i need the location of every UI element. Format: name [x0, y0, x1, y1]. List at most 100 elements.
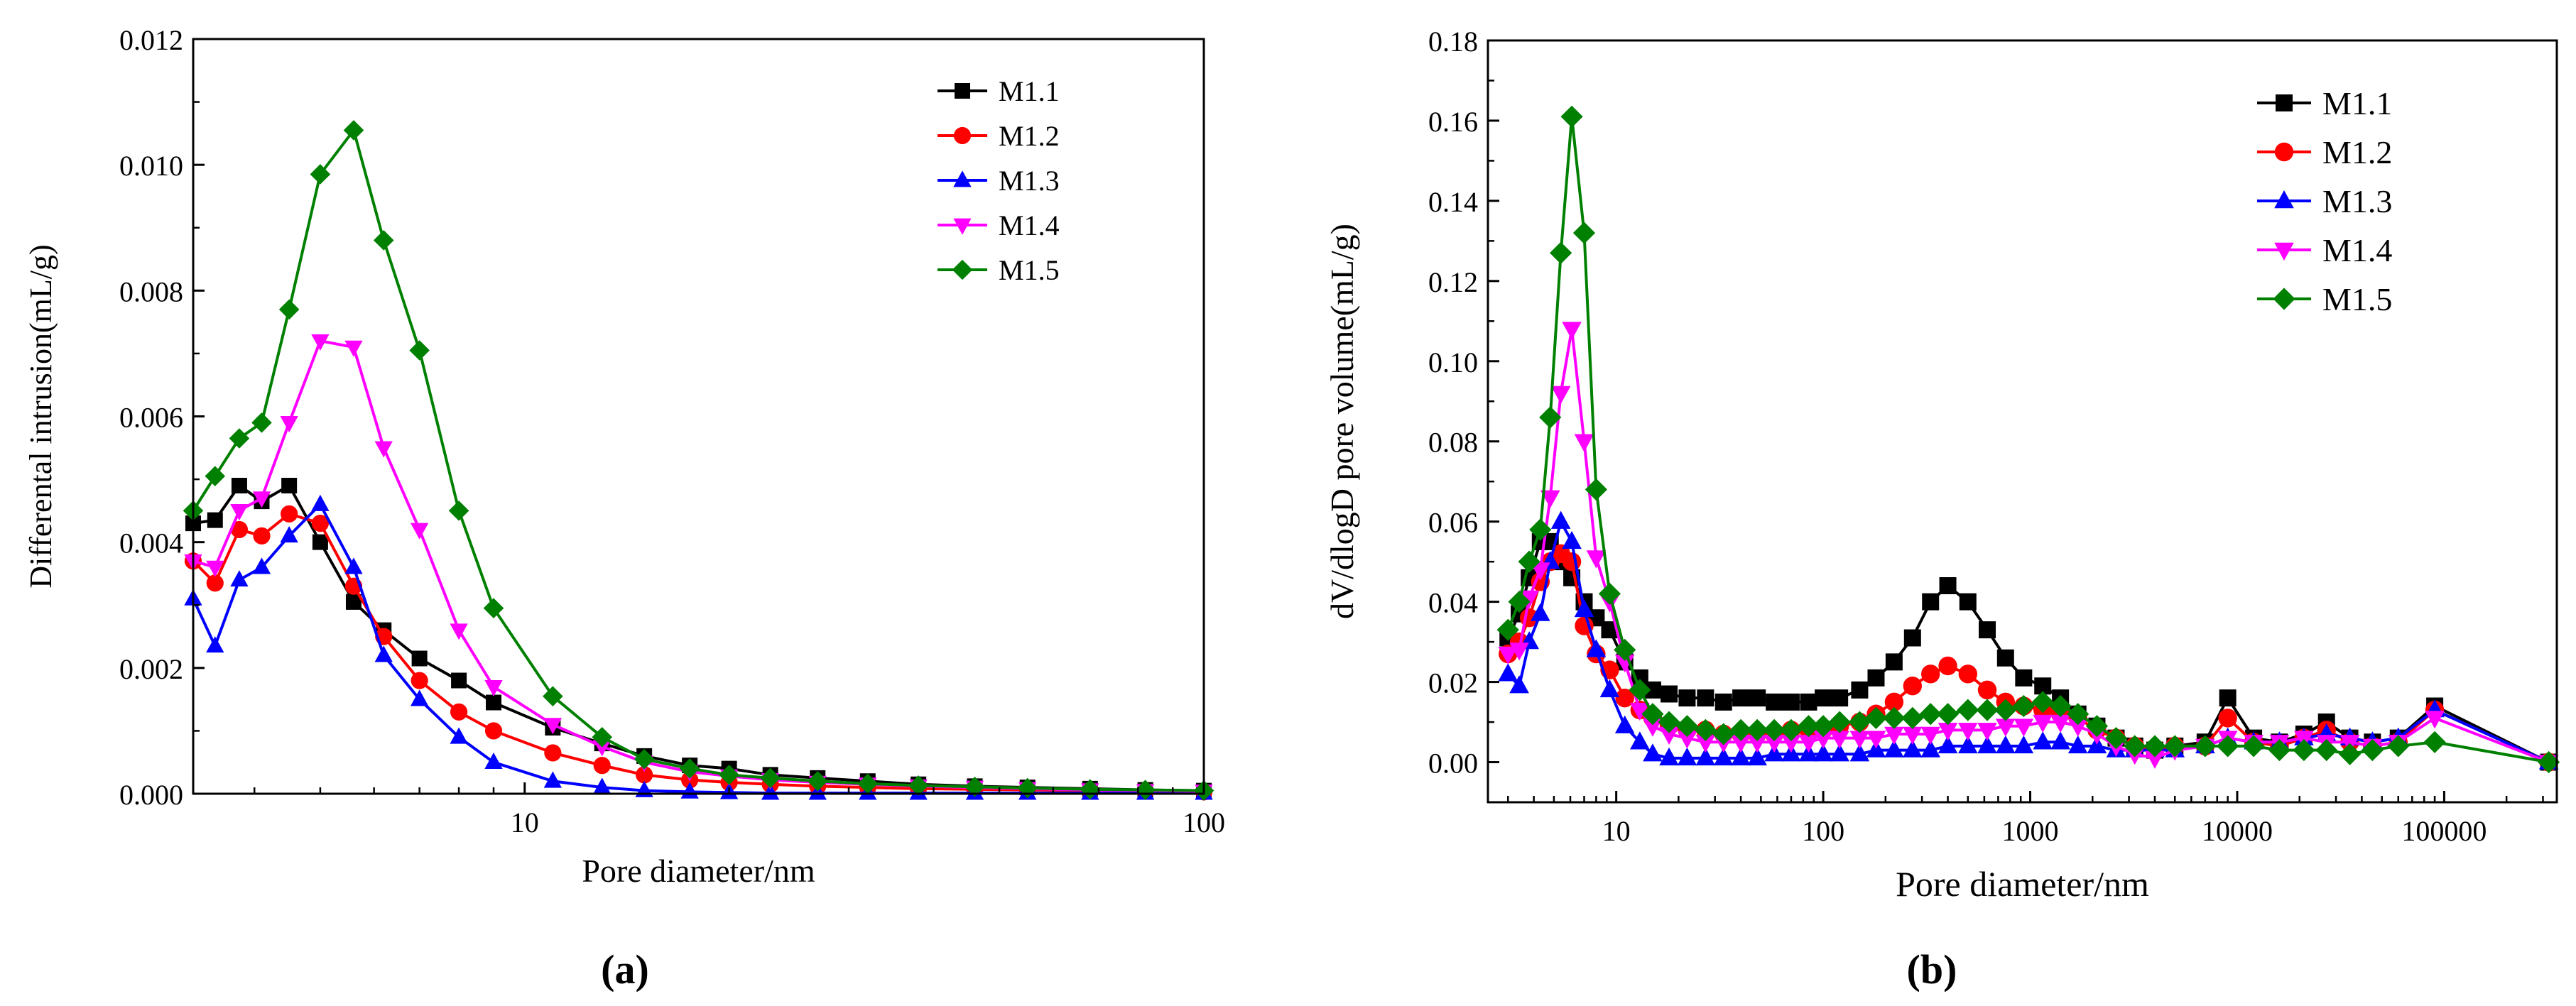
data-point	[1731, 735, 1751, 753]
data-point	[230, 570, 249, 587]
data-point	[1831, 689, 1849, 707]
data-point	[1675, 715, 1699, 738]
data-point	[1994, 699, 2017, 721]
x-tick-label: 10	[1602, 815, 1631, 847]
legend-marker	[2274, 190, 2294, 209]
data-point	[1920, 726, 1941, 745]
data-point	[2194, 735, 2217, 758]
data-point	[450, 623, 468, 640]
data-point	[2033, 731, 2053, 750]
data-point	[251, 412, 272, 433]
data-point	[593, 757, 611, 775]
series-M1.5	[183, 120, 1214, 801]
data-point	[761, 783, 780, 800]
legend-label: M1.4	[999, 209, 1060, 241]
y-tick-label: 0.010	[119, 150, 183, 182]
legend-label: M1.5	[2322, 281, 2392, 317]
data-point	[1936, 703, 1960, 726]
data-point	[1677, 731, 1697, 749]
data-point	[206, 574, 224, 592]
data-point	[2218, 709, 2237, 728]
data-point	[1598, 582, 1621, 605]
data-point	[1939, 577, 1957, 595]
data-point	[231, 477, 247, 493]
data-point	[1959, 593, 1977, 611]
y-tick-label: 0.008	[119, 275, 183, 307]
data-point	[1957, 699, 1979, 721]
data-point	[1749, 689, 1766, 707]
data-point	[1848, 711, 1871, 733]
legend-marker	[953, 218, 972, 235]
data-point	[964, 776, 985, 797]
data-point	[1615, 688, 1634, 708]
data-point	[311, 514, 330, 532]
data-point	[2049, 694, 2072, 718]
data-point	[1977, 735, 1997, 754]
data-point	[1763, 718, 1786, 741]
y-tick-label: 0.14	[1428, 186, 1478, 218]
data-point	[312, 534, 328, 550]
chart-b: 0.00 0.02 0.04 0.06 0.08 0.10 0.12 0.14 0.16 0.18…	[1324, 26, 2560, 904]
data-point	[1919, 703, 1942, 726]
data-point	[1781, 735, 1801, 753]
data-point	[1747, 735, 1767, 753]
data-point	[1661, 685, 1678, 703]
data-point	[1695, 735, 1716, 753]
data-point	[1851, 681, 1869, 699]
data-point	[1550, 386, 1571, 404]
legend-label: M1.1	[2322, 85, 2392, 121]
data-point	[2031, 691, 2054, 714]
data-point	[1562, 552, 1582, 572]
data-point	[1828, 711, 1851, 733]
data-point	[1562, 322, 1582, 340]
data-point	[343, 120, 364, 141]
data-point	[344, 557, 363, 574]
legend-marker	[953, 170, 972, 187]
y-tick-label: 0.16	[1428, 106, 1478, 138]
plot-frame-a	[192, 38, 1205, 795]
data-point	[1714, 693, 1732, 711]
data-point	[1995, 718, 2016, 737]
data-point	[311, 334, 330, 351]
x-tick-label: 10	[511, 807, 539, 838]
legend-label: M1.5	[999, 254, 1060, 286]
data-point	[1574, 598, 1594, 618]
y-tick-label: 0.000	[119, 779, 183, 811]
data-point	[1885, 653, 1903, 671]
data-point	[1732, 689, 1750, 707]
data-point	[1713, 747, 1734, 766]
data-point	[374, 441, 393, 458]
data-point	[593, 777, 612, 794]
data-point	[373, 230, 394, 251]
data-point	[1920, 739, 1941, 758]
data-point	[1867, 669, 1885, 687]
data-point	[411, 650, 428, 667]
data-point	[1903, 677, 1923, 696]
y-axis-label-a: Differental intrusion(mL/g)	[23, 244, 58, 588]
y-tick-label: 0.012	[119, 24, 183, 56]
legend-label: M1.1	[999, 75, 1060, 107]
data-point	[2315, 738, 2338, 762]
data-point	[1782, 693, 1800, 711]
series-M1.5	[1496, 105, 2560, 774]
data-point	[1498, 663, 1518, 682]
data-point	[2423, 731, 2446, 753]
data-point	[1813, 731, 1833, 749]
legend-marker	[953, 126, 972, 145]
data-point	[1729, 718, 1752, 741]
data-point	[1614, 715, 1635, 733]
data-point	[1659, 747, 1679, 766]
y-tick-label: 0.00	[1428, 748, 1478, 780]
data-point	[593, 740, 612, 757]
data-point	[1601, 621, 1619, 639]
data-point	[310, 164, 331, 185]
data-point	[1976, 699, 1999, 721]
y-tick-label: 0.004	[119, 527, 183, 559]
data-point	[636, 766, 653, 784]
y-tick-label: 0.18	[1428, 26, 1478, 58]
data-point	[2217, 735, 2239, 758]
y-tick-label: 0.08	[1428, 427, 1478, 459]
data-point	[2145, 750, 2165, 769]
data-point	[1641, 703, 1664, 726]
